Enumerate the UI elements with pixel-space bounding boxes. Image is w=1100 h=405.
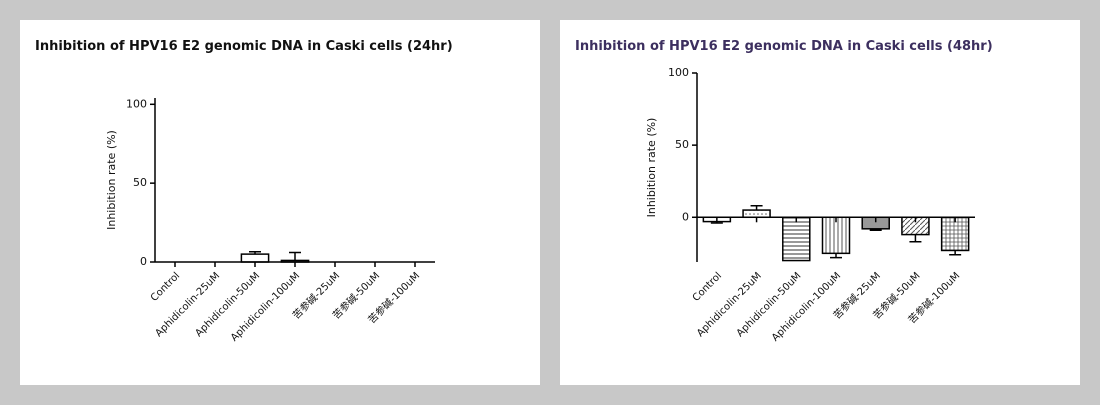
y-tick-label: 0 [682,210,689,223]
bar [940,216,970,252]
y-tick-label: 50 [675,138,689,151]
y-tick-label: 100 [668,66,689,79]
y-tick-label: 50 [133,176,147,189]
panel [560,20,1080,385]
bar [821,216,851,255]
error-bar [949,250,962,256]
panel [20,20,540,385]
error-bar [249,251,261,255]
error-bar [289,251,301,261]
error-bar [909,234,922,243]
bar [742,209,771,219]
bar [240,253,270,263]
y-tick-label: 100 [126,97,147,110]
chart-title: Inhibition of HPV16 E2 genomic DNA in Ca… [35,39,453,54]
y-axis-label: Inhibition rate (%) [105,130,118,230]
error-bar [750,204,763,211]
y-axis-label: Inhibition rate (%) [645,118,658,218]
bar [782,216,811,262]
error-bar [869,228,882,232]
chart-title: Inhibition of HPV16 E2 genomic DNA in Ca… [575,39,993,54]
error-bar [830,253,842,259]
y-tick-label: 0 [140,255,147,268]
